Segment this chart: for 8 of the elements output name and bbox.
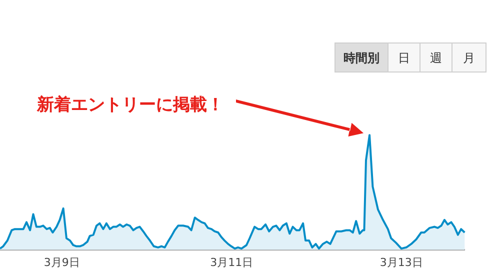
x-tick-label: 3月13日	[380, 256, 423, 269]
text: 日	[398, 51, 410, 65]
text: 週	[430, 51, 442, 65]
x-tick-label: 3月11日	[210, 256, 254, 269]
text: 新着エントリーに掲載！	[36, 95, 224, 115]
text: 時間別	[344, 51, 380, 65]
text: 月	[463, 51, 475, 65]
x-tick-label: 3月9日	[44, 256, 80, 269]
